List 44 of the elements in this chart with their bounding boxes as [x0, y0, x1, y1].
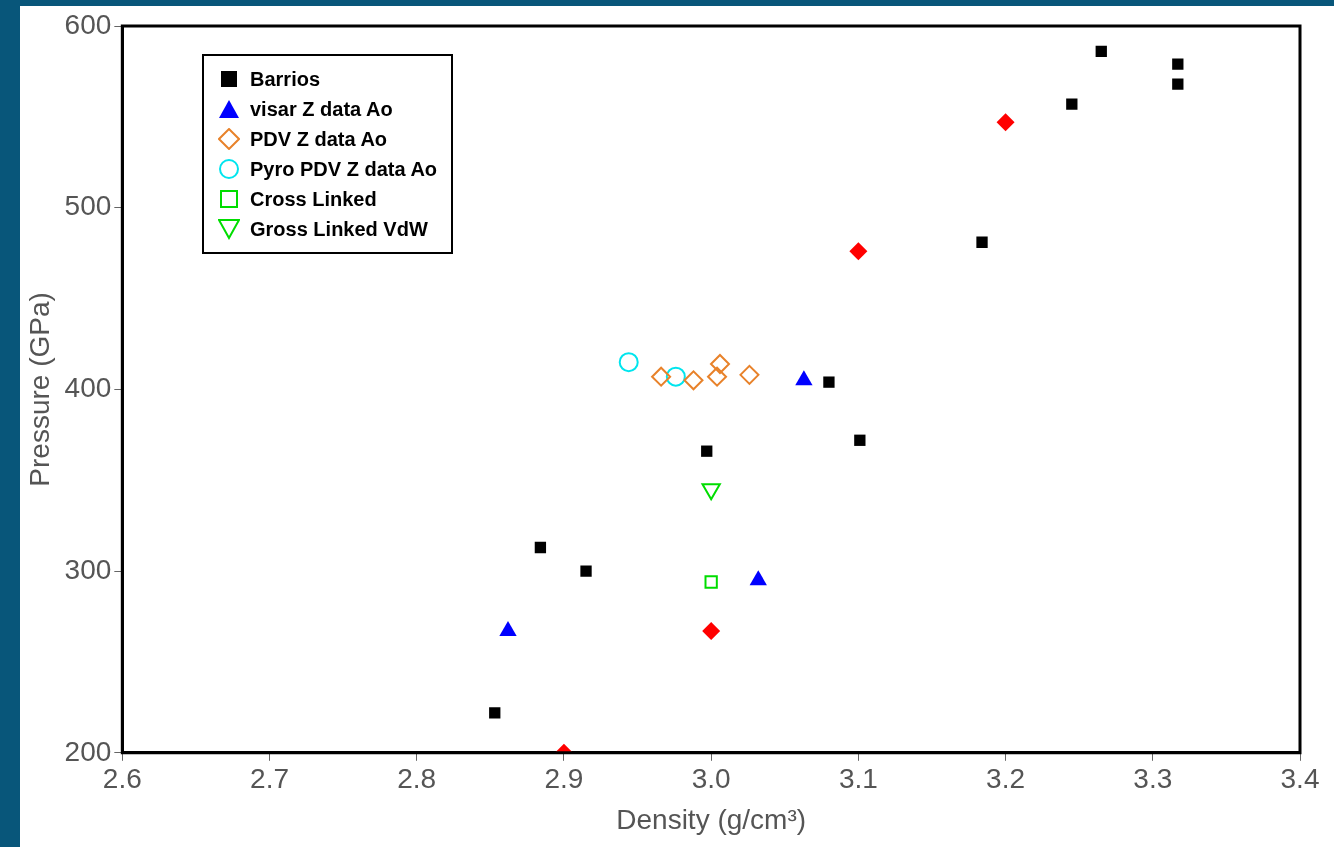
legend-label: Gross Linked VdW — [250, 217, 428, 241]
x-tick-label: 2.8 — [397, 763, 437, 795]
x-tick-label: 3.0 — [691, 763, 731, 795]
legend-label: visar Z data Ao — [250, 97, 393, 121]
point — [709, 353, 730, 374]
point — [580, 565, 592, 577]
point — [823, 376, 835, 388]
point — [499, 621, 517, 637]
x-axis-title: Density (g/cm³) — [616, 803, 807, 835]
legend-label: Barrios — [250, 67, 321, 91]
legend-label: Cross Linked — [250, 187, 377, 211]
point — [701, 445, 713, 457]
point — [1066, 98, 1078, 110]
point — [534, 541, 547, 554]
point — [976, 236, 988, 248]
legend-label: Pyro PDV Z data Ao — [250, 157, 438, 181]
x-tick-label: 2.7 — [250, 763, 289, 795]
point — [618, 352, 639, 373]
y-tick-label: 500 — [64, 190, 112, 222]
x-tick-label: 3.2 — [986, 763, 1026, 795]
y-tick-label: 600 — [64, 8, 112, 40]
point — [1172, 78, 1184, 90]
y-tick-label: 300 — [64, 553, 112, 585]
point — [665, 366, 686, 387]
x-tick-label: 2.9 — [544, 763, 584, 795]
x-tick-label: 3.4 — [1280, 763, 1320, 795]
x-tick-label: 3.1 — [838, 763, 878, 795]
point — [849, 242, 868, 261]
point — [683, 370, 704, 391]
point — [739, 364, 760, 385]
point — [749, 570, 767, 586]
point — [489, 707, 501, 719]
y-axis-title: Pressure (GPa) — [23, 292, 55, 487]
y-tick-label: 400 — [64, 372, 112, 404]
point — [651, 366, 672, 387]
point — [854, 434, 866, 446]
point — [1172, 58, 1184, 70]
point — [702, 622, 721, 641]
legend-label: PDV Z data Ao — [250, 127, 388, 151]
x-tick-label: 3.3 — [1133, 763, 1173, 795]
point — [707, 366, 728, 387]
point — [1095, 45, 1107, 58]
point — [996, 113, 1015, 132]
point — [704, 575, 718, 589]
